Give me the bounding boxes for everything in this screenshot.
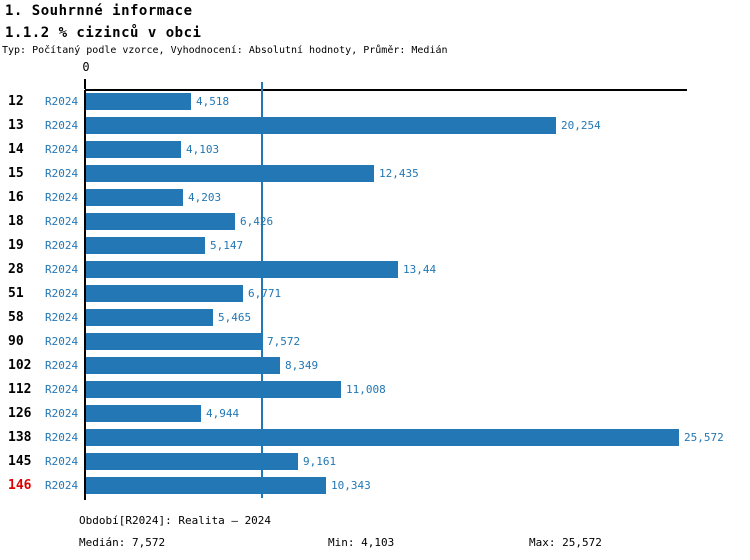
row-category-label: 90 [8,334,24,349]
chart-row: 12 R2024 4,518 [0,90,750,114]
row-series-label: R2024 [45,359,79,372]
bar [86,141,181,158]
chart-row: 14 R2024 4,103 [0,138,750,162]
row-series-label: R2024 [45,119,79,132]
row-series-label: R2024 [45,215,79,228]
row-series-label: R2024 [45,431,79,444]
bar-value-label: 13,44 [403,263,437,276]
bar-value-label: 20,254 [561,119,601,132]
bar [86,309,213,326]
y-axis-line [84,90,86,500]
row-category-label: 18 [8,214,24,229]
period-caption: Období[R2024]: Realita – 2024 [79,514,272,527]
bar [86,405,201,422]
row-category-label: 112 [8,382,32,397]
row-category-label: 19 [8,238,24,253]
row-series-label: R2024 [45,335,79,348]
chart-row: 13 R2024 20,254 [0,114,750,138]
bar-value-label: 7,572 [267,335,301,348]
bar [86,285,243,302]
row-series-label: R2024 [45,407,79,420]
bar-value-label: 5,465 [218,311,252,324]
section-title: 1.1.2 % cizinců v obci [5,25,202,41]
x-axis-zero-tick [84,79,86,89]
bar [86,165,374,182]
report-title: 1. Souhrnné informace [5,3,193,19]
chart-row: 112 R2024 11,008 [0,378,750,402]
chart-row: 51 R2024 6,771 [0,282,750,306]
row-category-label: 58 [8,310,24,325]
row-category-label: 14 [8,142,24,157]
row-series-label: R2024 [45,239,79,252]
row-category-label: 28 [8,262,24,277]
chart-row: 58 R2024 5,465 [0,306,750,330]
bar-value-label: 4,103 [186,143,220,156]
row-category-label: 102 [8,358,32,373]
chart-row: 145 R2024 9,161 [0,450,750,474]
row-category-label: 15 [8,166,24,181]
bar [86,477,326,494]
bar [86,189,183,206]
chart-row: 138 R2024 25,572 [0,426,750,450]
chart-meta-line: Typ: Počítaný podle vzorce, Vyhodnocení:… [2,45,448,56]
row-series-label: R2024 [45,455,79,468]
row-category-label: 126 [8,406,32,421]
bar [86,381,341,398]
row-category-label: 13 [8,118,24,133]
bar-value-label: 12,435 [379,167,419,180]
bar-value-label: 10,343 [331,479,371,492]
bar [86,333,262,350]
max-caption: Max: 25,572 [529,536,602,549]
bar [86,93,191,110]
row-category-label: 51 [8,286,24,301]
bar-value-label: 6,426 [240,215,274,228]
chart-row: 146 R2024 10,343 [0,474,750,498]
row-series-label: R2024 [45,95,79,108]
bar-value-label: 5,147 [210,239,244,252]
row-series-label: R2024 [45,479,79,492]
bar-value-label: 8,349 [285,359,319,372]
bar-value-label: 4,518 [196,95,230,108]
bar-value-label: 4,944 [206,407,240,420]
x-axis-line [85,89,687,91]
bar [86,213,235,230]
bar-value-label: 6,771 [248,287,282,300]
chart-row: 16 R2024 4,203 [0,186,750,210]
bar [86,357,280,374]
chart-row: 18 R2024 6,426 [0,210,750,234]
row-series-label: R2024 [45,383,79,396]
row-series-label: R2024 [45,191,79,204]
row-series-label: R2024 [45,167,79,180]
bar [86,237,205,254]
x-axis-zero-label: 0 [82,60,90,74]
chart-row: 90 R2024 7,572 [0,330,750,354]
row-series-label: R2024 [45,287,79,300]
bar-value-label: 11,008 [346,383,386,396]
row-category-label: 146 [8,478,32,493]
chart-row: 15 R2024 12,435 [0,162,750,186]
bar [86,453,298,470]
bar-value-label: 4,203 [188,191,222,204]
chart-row: 126 R2024 4,944 [0,402,750,426]
row-series-label: R2024 [45,143,79,156]
bar [86,261,398,278]
chart-row: 28 R2024 13,44 [0,258,750,282]
row-series-label: R2024 [45,311,79,324]
bar-value-label: 25,572 [684,431,724,444]
bar-value-label: 9,161 [303,455,337,468]
min-caption: Min: 4,103 [328,536,395,549]
row-category-label: 138 [8,430,32,445]
bar [86,117,556,134]
median-line [261,82,263,498]
row-category-label: 145 [8,454,32,469]
chart-row: 19 R2024 5,147 [0,234,750,258]
median-caption: Medián: 7,572 [79,536,166,549]
bar [86,429,679,446]
chart-row: 102 R2024 8,349 [0,354,750,378]
row-series-label: R2024 [45,263,79,276]
row-category-label: 12 [8,94,24,109]
row-category-label: 16 [8,190,24,205]
